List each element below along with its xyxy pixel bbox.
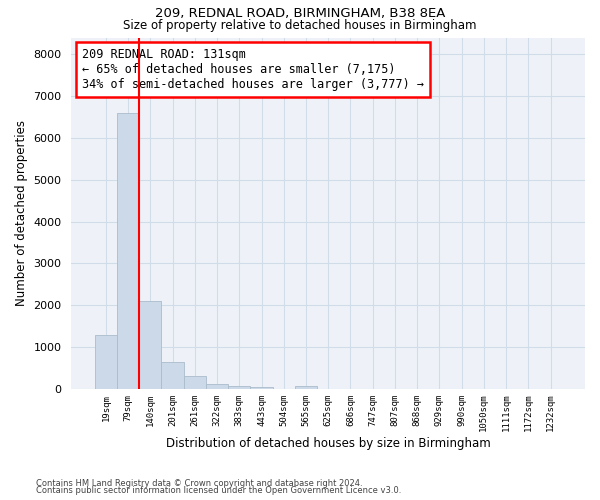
Bar — [184, 376, 206, 389]
Bar — [95, 334, 117, 389]
Bar — [117, 113, 139, 389]
Bar — [250, 386, 272, 389]
Bar — [161, 362, 184, 389]
Text: Contains HM Land Registry data © Crown copyright and database right 2024.: Contains HM Land Registry data © Crown c… — [36, 478, 362, 488]
Text: Size of property relative to detached houses in Birmingham: Size of property relative to detached ho… — [123, 18, 477, 32]
Text: Contains public sector information licensed under the Open Government Licence v3: Contains public sector information licen… — [36, 486, 401, 495]
Bar — [206, 384, 228, 389]
Text: 209, REDNAL ROAD, BIRMINGHAM, B38 8EA: 209, REDNAL ROAD, BIRMINGHAM, B38 8EA — [155, 8, 445, 20]
Text: 209 REDNAL ROAD: 131sqm
← 65% of detached houses are smaller (7,175)
34% of semi: 209 REDNAL ROAD: 131sqm ← 65% of detache… — [82, 48, 424, 91]
X-axis label: Distribution of detached houses by size in Birmingham: Distribution of detached houses by size … — [166, 437, 491, 450]
Y-axis label: Number of detached properties: Number of detached properties — [15, 120, 28, 306]
Bar — [139, 301, 161, 389]
Bar — [295, 386, 317, 389]
Bar — [228, 386, 250, 389]
